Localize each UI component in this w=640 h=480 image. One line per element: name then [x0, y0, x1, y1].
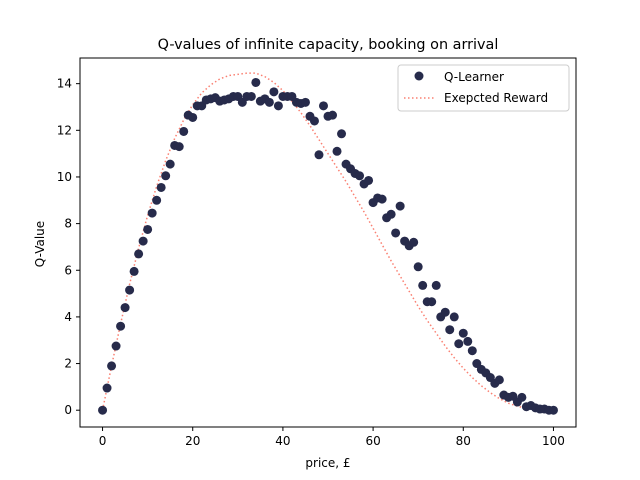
x-tick-label: 60 — [365, 434, 380, 448]
data-point-q-learner — [431, 280, 441, 290]
data-point-q-learner — [386, 209, 396, 219]
data-point-q-learner — [116, 321, 126, 331]
data-point-q-learner — [449, 312, 459, 322]
data-point-q-learner — [355, 171, 365, 181]
data-point-q-learner — [129, 266, 139, 276]
y-tick-label: 10 — [57, 170, 72, 184]
data-point-q-learner — [332, 146, 342, 156]
y-tick-label: 4 — [64, 310, 72, 324]
data-point-q-learner — [458, 328, 468, 338]
data-point-q-learner — [188, 112, 198, 122]
data-point-q-learner — [107, 361, 117, 371]
data-point-q-learner — [328, 110, 338, 120]
data-point-q-learner — [246, 91, 256, 101]
data-point-q-learner — [269, 87, 279, 97]
data-point-q-learner — [364, 175, 374, 185]
data-point-q-learner — [314, 150, 324, 160]
data-point-q-learner — [156, 182, 166, 192]
data-point-q-learner — [318, 101, 328, 111]
x-tick-label: 0 — [99, 434, 107, 448]
data-point-q-learner — [413, 262, 423, 272]
data-point-q-learner — [548, 405, 558, 415]
data-point-q-learner — [427, 297, 437, 307]
y-tick-label: 0 — [64, 403, 72, 417]
data-point-q-learner — [147, 208, 157, 218]
data-point-q-learner — [143, 224, 153, 234]
data-point-q-learner — [377, 194, 387, 204]
data-point-q-learner — [494, 375, 504, 385]
axes-frame — [79, 57, 577, 428]
legend-label-expected-reward: Exepcted Reward — [444, 91, 548, 105]
x-tick-label: 80 — [456, 434, 471, 448]
y-tick-label: 12 — [57, 123, 72, 137]
legend: Q-Learner Exepcted Reward — [397, 64, 570, 112]
y-tick-label: 2 — [64, 357, 72, 371]
data-point-q-learner — [517, 392, 527, 402]
data-point-q-learner — [102, 383, 112, 393]
data-point-q-learner — [454, 339, 464, 349]
plot-area — [79, 57, 577, 428]
y-axis: 0 2 4 6 8 10 12 14 — [57, 77, 80, 417]
data-point-q-learner — [409, 237, 419, 247]
data-point-q-learner — [125, 285, 135, 295]
data-point-q-learner — [440, 307, 450, 317]
data-point-q-learner — [179, 126, 189, 136]
data-point-q-learner — [161, 171, 171, 181]
data-point-q-learner — [174, 142, 184, 152]
data-point-q-learner — [98, 405, 108, 415]
data-point-q-learner — [134, 249, 144, 259]
y-tick-label: 14 — [57, 77, 72, 91]
data-point-q-learner — [165, 159, 175, 169]
chart-title: Q-values of infinite capacity, booking o… — [158, 37, 499, 53]
data-point-q-learner — [463, 336, 473, 346]
data-point-q-learner — [251, 77, 261, 87]
y-tick-label: 8 — [64, 217, 72, 231]
data-point-q-learner — [391, 228, 401, 238]
x-axis-label: price, £ — [305, 456, 350, 470]
legend-frame — [397, 64, 570, 112]
data-point-q-learner — [120, 303, 130, 313]
data-point-q-learner — [395, 201, 405, 211]
data-point-q-learner — [152, 195, 162, 205]
data-point-q-learner — [309, 116, 319, 126]
x-tick-label: 40 — [275, 434, 290, 448]
x-axis: 0 20 40 60 80 100 — [99, 427, 565, 448]
data-point-q-learner — [264, 97, 274, 107]
data-point-q-learner — [111, 341, 121, 351]
data-point-q-learner — [418, 280, 428, 290]
data-point-q-learner — [300, 97, 310, 107]
series-line-expected-reward — [101, 72, 554, 411]
data-point-q-learner — [273, 101, 283, 111]
data-point-q-learner — [138, 236, 148, 246]
data-point-q-learner — [467, 346, 477, 356]
y-axis-label: Q-Value — [33, 221, 47, 267]
data-point-q-learner — [337, 129, 347, 139]
x-tick-label: 20 — [185, 434, 200, 448]
x-tick-label: 100 — [542, 434, 565, 448]
y-tick-label: 6 — [64, 263, 72, 277]
legend-label-q-learner: Q-Learner — [444, 70, 504, 84]
legend-marker-q-learner — [414, 71, 424, 81]
data-point-q-learner — [445, 325, 455, 335]
